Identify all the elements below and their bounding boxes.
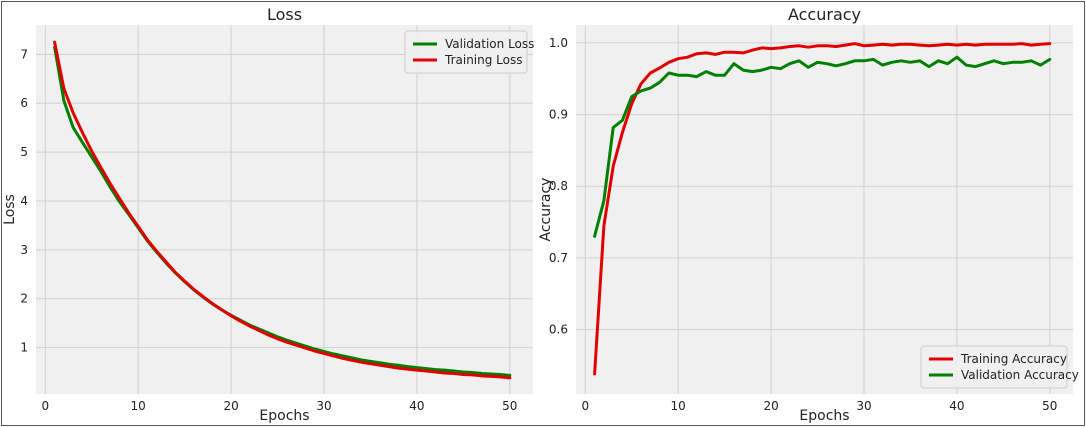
- loss-x-tick-label: 50: [502, 399, 517, 413]
- loss-x-tick-label: 20: [223, 399, 238, 413]
- loss-x-tick-label: 10: [131, 399, 146, 413]
- accuracy-x-tick-label: 30: [856, 399, 871, 413]
- accuracy-legend-label-validation-accuracy: Validation Accuracy: [961, 368, 1079, 382]
- loss-x-tick-label: 40: [409, 399, 424, 413]
- accuracy-x-tick-label: 10: [671, 399, 686, 413]
- accuracy-plot-area: [576, 25, 1073, 394]
- loss-chart-title: Loss: [267, 5, 302, 24]
- accuracy-legend-box: [920, 345, 1068, 389]
- loss-legend-label-training-loss: Training Loss: [444, 53, 522, 67]
- accuracy-validation-accuracy-line: [593, 55, 1052, 238]
- accuracy-legend: Training Accuracy Validation Accuracy: [920, 345, 1079, 389]
- accuracy-y-tick-label: 0.6: [549, 323, 568, 337]
- loss-plot-area: [36, 25, 533, 394]
- loss-y-tick-label: 4: [20, 194, 28, 208]
- loss-y-tick-label: 1: [20, 341, 28, 355]
- accuracy-training-accuracy-line: [593, 42, 1052, 376]
- accuracy-chart: 0 10 20 30 40 50 0.6 0.7 0.8 0.9 1.0 Accuracy Epochs…: [538, 5, 1079, 424]
- loss-legend: Validation Loss Training Loss: [404, 30, 534, 74]
- loss-x-tick-label: 0: [41, 399, 49, 413]
- accuracy-y-tick-label: 0.9: [549, 108, 568, 122]
- accuracy-y-tick-label: 1.0: [549, 36, 568, 50]
- loss-y-tick-label: 7: [20, 47, 28, 61]
- loss-x-axis-label: Epochs: [259, 408, 309, 424]
- accuracy-x-tick-label: 50: [1042, 399, 1057, 413]
- accuracy-legend-label-training-accuracy: Training Accuracy: [960, 352, 1067, 366]
- loss-chart: 0 10 20 30 40 50 1 2 3 4 5 6 7 Loss Epochs Loss Validati…: [2, 5, 534, 424]
- loss-y-axis-label: Loss: [2, 194, 18, 225]
- loss-y-tick-label: 3: [20, 243, 28, 257]
- accuracy-x-tick-label: 0: [581, 399, 589, 413]
- accuracy-chart-title: Accuracy: [788, 5, 861, 24]
- accuracy-y-tick-label: 0.7: [549, 251, 568, 265]
- loss-legend-box: [404, 30, 528, 74]
- accuracy-x-tick-label: 40: [949, 399, 964, 413]
- loss-legend-label-validation-loss: Validation Loss: [445, 37, 534, 51]
- accuracy-y-tick-label: 0.8: [549, 179, 568, 193]
- loss-training-loss-line: [53, 40, 512, 380]
- loss-x-tick-label: 30: [316, 399, 331, 413]
- accuracy-y-axis-label: Accuracy: [538, 178, 554, 242]
- loss-y-tick-label: 6: [20, 96, 28, 110]
- loss-y-tick-label: 2: [20, 292, 28, 306]
- accuracy-x-tick-label: 20: [763, 399, 778, 413]
- accuracy-x-axis-label: Epochs: [799, 408, 849, 424]
- loss-y-tick-label: 5: [20, 145, 28, 159]
